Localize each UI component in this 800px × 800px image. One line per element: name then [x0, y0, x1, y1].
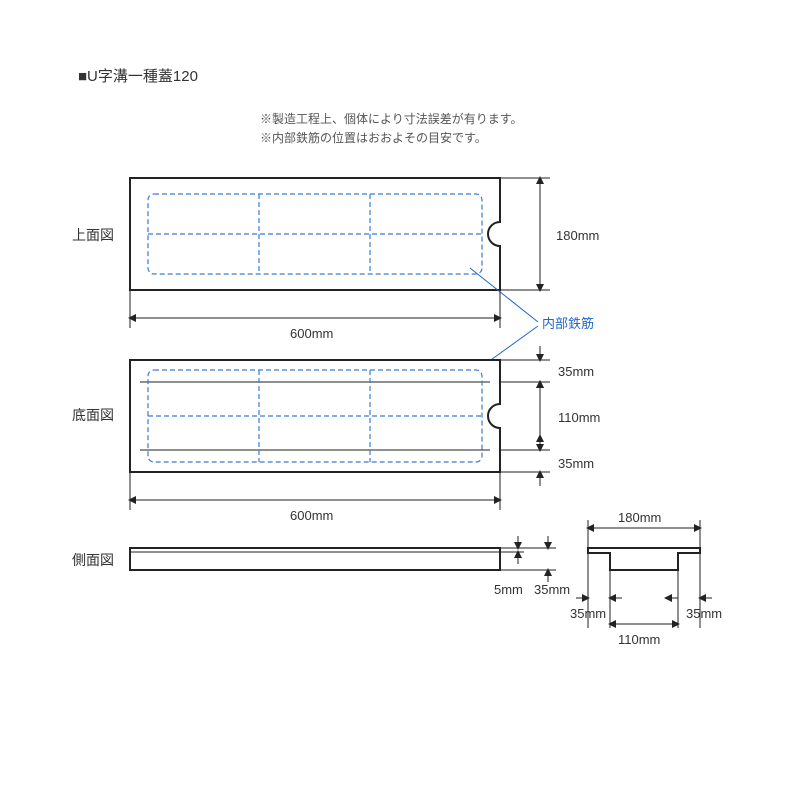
dim-top-width: 600mm: [130, 290, 500, 341]
dim-bottom-stack: 35mm 110mm 35mm: [500, 346, 600, 486]
top-view: [130, 178, 500, 290]
end-profile: [588, 548, 700, 570]
svg-text:35mm: 35mm: [558, 456, 594, 471]
svg-text:35mm: 35mm: [570, 606, 606, 621]
dim-bottom-width: 600mm: [130, 472, 500, 523]
svg-text:600mm: 600mm: [290, 508, 333, 523]
svg-text:180mm: 180mm: [618, 510, 661, 525]
technical-drawing: 180mm 内部鉄筋 600mm 35mm 110mm: [0, 0, 800, 800]
svg-text:180mm: 180mm: [556, 228, 599, 243]
svg-text:110mm: 110mm: [558, 410, 600, 425]
svg-text:110mm: 110mm: [618, 632, 660, 647]
svg-text:内部鉄筋: 内部鉄筋: [542, 316, 594, 331]
svg-text:35mm: 35mm: [558, 364, 594, 379]
dim-profile-width: 180mm: [588, 510, 700, 548]
svg-text:600mm: 600mm: [290, 326, 333, 341]
svg-text:35mm: 35mm: [534, 582, 570, 597]
svg-text:5mm: 5mm: [494, 582, 523, 597]
dim-side-thick: 5mm 35mm: [494, 536, 570, 597]
svg-text:35mm: 35mm: [686, 606, 722, 621]
bottom-view: [130, 360, 500, 472]
dim-top-height: 180mm: [500, 178, 599, 290]
side-view: [130, 548, 500, 570]
